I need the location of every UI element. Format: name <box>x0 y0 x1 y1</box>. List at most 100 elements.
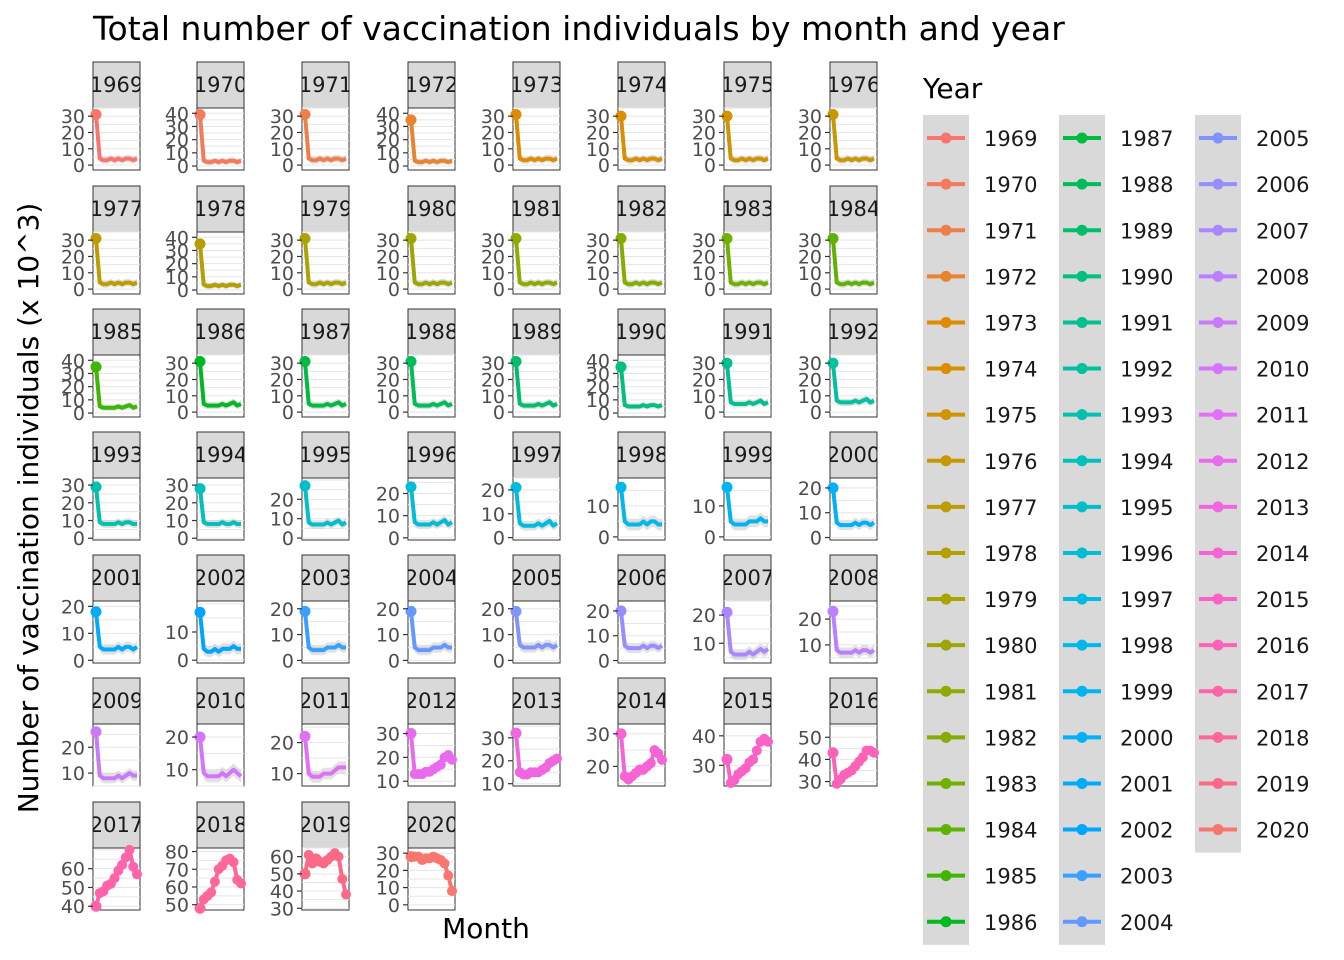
legend-item-1981: 1981 <box>927 680 1037 704</box>
y-tick-label: 10 <box>692 496 716 518</box>
y-tick-label: 0 <box>73 155 85 177</box>
data-point <box>228 857 239 868</box>
y-tick-label: 20 <box>270 122 294 144</box>
data-point <box>299 605 311 617</box>
facet-strip-label: 1994 <box>194 443 247 467</box>
legend-point <box>1076 916 1088 928</box>
legend-item-1986: 1986 <box>927 911 1037 935</box>
facet-strip-label: 1997 <box>510 443 563 467</box>
facet-strip <box>301 801 350 849</box>
data-point <box>209 876 220 887</box>
legend-item-2020: 2020 <box>1199 819 1309 843</box>
legend-item-1993: 1993 <box>1063 404 1173 428</box>
data-point <box>299 356 311 368</box>
y-tick-label: 0 <box>388 279 400 301</box>
facet-2004: 2004 0 10 20 <box>376 554 456 672</box>
y-tick-label: 10 <box>61 390 85 412</box>
facet-strip <box>92 554 141 602</box>
data-point <box>552 753 562 764</box>
legend-label: 1976 <box>984 450 1037 474</box>
y-tick-label: 10 <box>586 139 610 161</box>
data-point <box>194 109 206 121</box>
y-tick-label: 0 <box>73 650 85 672</box>
data-point <box>751 745 762 756</box>
y-tick-label: 20 <box>586 756 610 778</box>
legend-label: 1991 <box>1120 311 1173 335</box>
y-tick-label: 0 <box>493 650 505 672</box>
y-tick-label: 10 <box>270 263 294 285</box>
y-tick-label: 30 <box>481 106 505 128</box>
facet-strip <box>617 554 666 602</box>
legend-item-1980: 1980 <box>927 634 1037 658</box>
legend-label: 2012 <box>1256 450 1309 474</box>
y-tick-label: 20 <box>376 130 400 152</box>
legend-point <box>940 178 952 190</box>
facet-strip-label: 2008 <box>827 566 880 590</box>
legend-item-1984: 1984 <box>927 819 1037 843</box>
y-tick-label: 0 <box>388 895 400 917</box>
legend-item-2011: 2011 <box>1199 404 1309 428</box>
data-point <box>194 483 206 495</box>
y-tick-label: 30 <box>376 843 400 865</box>
facet-2006: 2006 0 10 20 <box>586 554 666 673</box>
y-tick-label: 20 <box>61 377 85 399</box>
series-line-2010 <box>198 736 243 779</box>
facet-strip-label: 1980 <box>405 197 458 221</box>
y-tick-label: 20 <box>376 860 400 882</box>
legend-item-1979: 1979 <box>927 588 1037 612</box>
facet-strip <box>512 677 561 725</box>
facet-strip <box>723 431 772 479</box>
legend-label: 1980 <box>984 634 1037 658</box>
legend-point <box>1076 870 1088 882</box>
series-line-1994 <box>198 488 241 527</box>
legend-item-2014: 2014 <box>1199 542 1309 566</box>
y-tick-label: 20 <box>376 484 400 506</box>
y-tick-label: 30 <box>798 353 822 375</box>
legend-keys: 1969 1970 1971 1972 1973 1974 1975 1976 1977 1978… <box>923 115 1309 945</box>
y-tick-label: 30 <box>270 898 294 920</box>
facet-strip <box>407 677 456 725</box>
legend-item-1975: 1975 <box>927 404 1037 428</box>
series-line-1982 <box>619 238 663 287</box>
y-tick-label: 10 <box>481 263 505 285</box>
facet-2010: 2010 10 20 <box>165 677 245 787</box>
data-point <box>721 110 733 122</box>
y-tick-label: 30 <box>61 230 85 252</box>
y-tick-label: 20 <box>481 246 505 268</box>
legend-point <box>940 224 952 236</box>
legend-point <box>1076 731 1088 743</box>
series-line-1986 <box>198 361 242 408</box>
series-line-1979 <box>303 238 347 287</box>
y-tick-label: 30 <box>376 116 400 138</box>
facet-strip-label: 1992 <box>827 320 880 344</box>
facet-strip-label: 1995 <box>299 443 352 467</box>
facet-strip <box>723 554 772 602</box>
legend-item-1995: 1995 <box>1063 496 1173 520</box>
y-tick-label: 10 <box>270 386 294 408</box>
facet-strip-label: 1976 <box>827 73 880 97</box>
legend-label: 2013 <box>1256 496 1309 520</box>
y-tick-label: 30 <box>270 353 294 375</box>
data-point <box>405 605 417 617</box>
data-point <box>90 233 102 245</box>
y-tick-label: 10 <box>586 626 610 648</box>
legend-label: 2004 <box>1120 911 1173 935</box>
legend-point <box>940 916 952 928</box>
y-tick-label: 50 <box>61 877 85 899</box>
series-line-1983 <box>725 238 769 287</box>
series-line-1997 <box>514 487 559 528</box>
legend-label: 2006 <box>1256 173 1309 197</box>
facet-2009: 2009 10 20 <box>61 677 141 787</box>
series-line-1990 <box>619 366 663 409</box>
y-tick-label: 30 <box>481 230 505 252</box>
y-tick-label: 0 <box>810 528 822 550</box>
y-tick-label: 0 <box>388 650 400 672</box>
facet-strip <box>196 677 245 725</box>
y-tick-label: 0 <box>810 155 822 177</box>
series-line-1984 <box>831 238 875 287</box>
legend-label: 1986 <box>984 911 1037 935</box>
